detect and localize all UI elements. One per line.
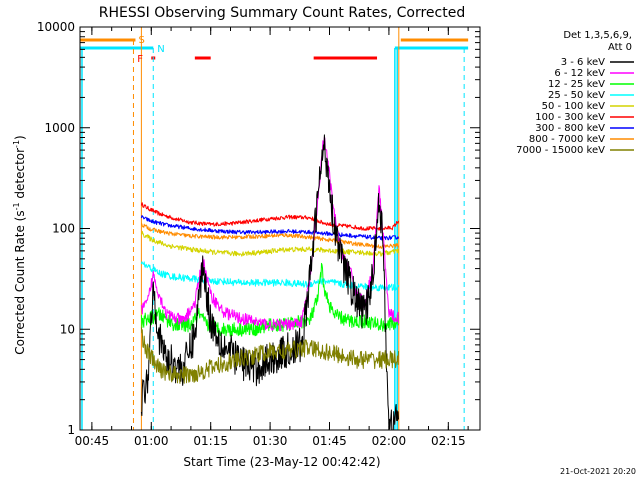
x-tick-label: 01:00 [134, 434, 169, 448]
x-tick-label: 00:45 [75, 434, 110, 448]
x-tick-label: 01:30 [253, 434, 288, 448]
y-axis-label-part3: ) [13, 135, 27, 140]
y-tick-label: 1000 [44, 121, 75, 135]
x-tick-label: 01:15 [193, 434, 228, 448]
legend-header-detectors: Det 1,3,5,6,9, [563, 30, 632, 41]
x-axis-label: Start Time (23-May-12 00:42:42) [183, 455, 380, 469]
legend-entry-label: 800 - 7000 keV [529, 134, 605, 145]
plot-frame [79, 26, 481, 431]
y-axis-label-sup2: -1 [12, 140, 21, 148]
legend-entry-label: 300 - 800 keV [535, 123, 605, 134]
legend-entry-label: 6 - 12 keV [554, 68, 605, 79]
series-line-12-25-keV [140, 262, 399, 337]
chart-title: RHESSI Observing Summary Count Rates, Co… [99, 5, 465, 21]
night-flag-label: N [157, 44, 164, 55]
plot-clip-group [80, 27, 469, 430]
series-line-25-50-keV [140, 261, 399, 292]
y-tick-label: 1 [67, 423, 75, 437]
y-axis-label-part1: Corrected Count Rate (s [13, 210, 27, 354]
legend-entry-label: 3 - 6 keV [561, 57, 605, 68]
series-line-100-300-keV [140, 202, 399, 231]
series-line-800-7000-keV [140, 222, 399, 249]
y-tick-label: 10000 [37, 20, 75, 34]
y-axis-label: Corrected Count Rate (s-1 detector-1) [12, 135, 27, 354]
axes: 1 10 100 1000 10000 00:45 01:00 01:15 01:30 01:45… [37, 20, 481, 448]
flare-flag-label: F [137, 54, 143, 65]
legend-entry-label: 50 - 100 keV [542, 101, 606, 112]
legend-entry-label: 25 - 50 keV [548, 90, 605, 101]
plot-area: S N F [80, 27, 469, 430]
y-axis-label-part2: detector [13, 148, 27, 203]
y-axis-label-sup1: -1 [12, 202, 21, 210]
footer-date: 21-Oct-2021 20:20 [560, 467, 636, 476]
saa-flag-label: S [138, 35, 144, 46]
series-line-50-100-keV [140, 230, 399, 257]
x-tick-label: 02:15 [431, 434, 466, 448]
series-line-300-800-keV [140, 215, 399, 241]
y-tick-label: 100 [52, 222, 75, 236]
legend-header-attenuator: Att 0 [608, 42, 632, 53]
legend-entry-label: 100 - 300 keV [535, 112, 605, 123]
x-tick-label: 02:00 [372, 434, 407, 448]
legend-entry-label: 7000 - 15000 keV [516, 145, 605, 156]
series-line-3-6-keV [140, 134, 399, 430]
series-line-7000-15000-keV [140, 327, 399, 384]
legend-entry-label: 12 - 25 keV [548, 79, 605, 90]
x-tick-label: 01:45 [312, 434, 347, 448]
y-tick-label: 10 [60, 322, 75, 336]
series-line-6-12-keV [140, 136, 399, 332]
